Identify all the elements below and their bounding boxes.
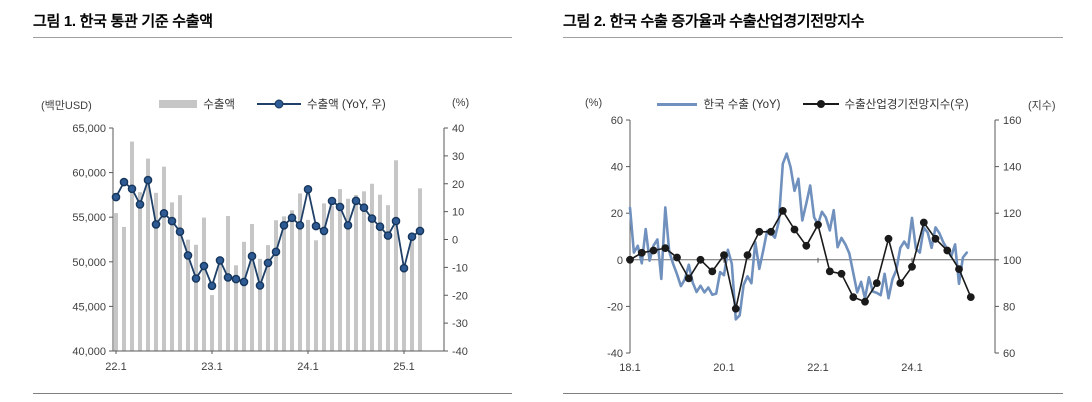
- svg-text:50,000: 50,000: [72, 257, 106, 269]
- axes: [629, 120, 996, 353]
- x-axis-labels: 22.1 23.1 24.1 25.1: [105, 351, 415, 373]
- svg-text:60: 60: [1003, 348, 1015, 360]
- figure1-left-axis-unit: (백만USD): [41, 100, 92, 112]
- export-bars-series: [114, 141, 422, 351]
- figure1-legend-item-bars: 수출액: [159, 96, 235, 112]
- svg-text:-10: -10: [452, 262, 468, 274]
- ebsi-line-series: [626, 207, 975, 313]
- figure2-legend-item-export: 한국 수출 (YoY): [657, 96, 781, 112]
- svg-text:24.1: 24.1: [901, 362, 922, 374]
- svg-text:30: 30: [452, 151, 464, 163]
- y-axis-left-ticks: 65,000 60,000 55,000 50,000 45,000 40,000: [72, 123, 113, 358]
- figure1-legend-item-line: 수출액 (YoY, 우): [256, 96, 386, 112]
- svg-text:-40: -40: [607, 348, 623, 360]
- svg-text:18.1: 18.1: [619, 362, 640, 374]
- svg-text:-20: -20: [452, 290, 468, 302]
- y-axis-left-ticks: 60 40 20 0 -20 -40: [607, 115, 630, 360]
- blue-line-swatch-icon: [657, 102, 698, 106]
- svg-text:20: 20: [452, 179, 464, 191]
- svg-text:140: 140: [1003, 162, 1021, 174]
- svg-text:60,000: 60,000: [72, 168, 106, 180]
- svg-text:40: 40: [452, 123, 464, 135]
- figure1-bottom-rule: [33, 393, 512, 394]
- figure1-legend: 수출액 수출액 (YoY, 우): [33, 96, 512, 112]
- figure1-chart: 65,000 60,000 55,000 50,000 45,000 40,000 40 30…: [72, 123, 468, 373]
- svg-text:80: 80: [1003, 301, 1015, 313]
- figure2-legend-item-ebsi: 수출산업경기전망지수(우): [802, 96, 969, 112]
- svg-text:10: 10: [452, 207, 464, 219]
- y-axis-right-ticks: 160 140 120 100 80 60: [995, 115, 1021, 360]
- svg-text:45,000: 45,000: [72, 301, 106, 313]
- figure2-chart: 60 40 20 0 -20 -40 160 140 120 100 80 60 18.1 20.1 22.…: [607, 115, 1021, 374]
- figure2-panel: 그림 2. 한국 수출 증가율과 수출산업경기전망지수 (%) (지수) 한국 …: [563, 10, 1063, 396]
- y-axis-right-ticks: 40 30 20 10 0 -10 -20 -30 -40: [444, 123, 468, 358]
- figure1-right-axis-unit: (%): [452, 97, 470, 109]
- korea-export-yoy-line-series: [628, 152, 969, 321]
- x-axis-labels: 18.1 20.1 22.1 24.1: [619, 257, 923, 374]
- svg-text:65,000: 65,000: [72, 123, 106, 135]
- figure2-legend-export-label: 한국 수출 (YoY): [703, 99, 781, 111]
- figure1-title: 그림 1. 한국 통관 기준 수출액: [33, 10, 512, 38]
- export-yoy-line-series: [111, 175, 425, 291]
- svg-text:60: 60: [611, 115, 623, 127]
- svg-text:160: 160: [1003, 115, 1021, 127]
- figure2-bottom-rule: [563, 393, 1063, 394]
- svg-text:-30: -30: [452, 318, 468, 330]
- figure1-legend-line-label: 수출액 (YoY, 우): [306, 99, 386, 111]
- svg-text:20.1: 20.1: [713, 362, 734, 374]
- line-marker-swatch-icon: [256, 99, 301, 109]
- bar-swatch-icon: [159, 100, 198, 108]
- svg-text:25.1: 25.1: [393, 361, 414, 373]
- svg-text:-40: -40: [452, 346, 468, 358]
- figure2-legend: 한국 수출 (YoY) 수출산업경기전망지수(우): [563, 96, 1063, 112]
- svg-text:100: 100: [1003, 255, 1021, 267]
- svg-text:55,000: 55,000: [72, 212, 106, 224]
- figure2-left-axis-unit: (%): [585, 97, 603, 109]
- svg-text:22.1: 22.1: [105, 361, 126, 373]
- svg-text:0: 0: [452, 235, 458, 247]
- svg-text:20: 20: [611, 208, 623, 220]
- figure2-title: 그림 2. 한국 수출 증가율과 수출산업경기전망지수: [563, 10, 1063, 38]
- svg-text:120: 120: [1003, 208, 1021, 220]
- figure2-legend-ebsi-label: 수출산업경기전망지수(우): [844, 99, 969, 111]
- figure1-legend-bars-label: 수출액: [203, 99, 235, 111]
- svg-text:24.1: 24.1: [297, 361, 318, 373]
- svg-text:0: 0: [617, 255, 623, 267]
- svg-text:40,000: 40,000: [72, 346, 106, 358]
- svg-text:23.1: 23.1: [201, 361, 222, 373]
- svg-text:22.1: 22.1: [807, 362, 828, 374]
- black-line-dot-swatch-icon: [802, 100, 839, 108]
- svg-text:40: 40: [611, 162, 623, 174]
- svg-text:-20: -20: [607, 301, 623, 313]
- figure1-panel: 그림 1. 한국 통관 기준 수출액 (백만USD) (%) 수출액 수출액 (…: [33, 10, 512, 396]
- figure2-right-axis-unit: (지수): [1028, 100, 1056, 112]
